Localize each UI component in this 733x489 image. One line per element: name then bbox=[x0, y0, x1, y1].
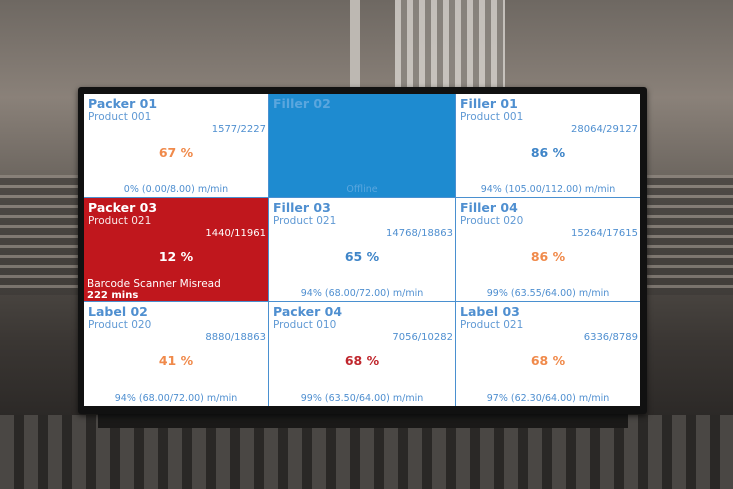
machine-tile-filler-03[interactable]: Filler 03 Product 021 14768/18863 65 % 94% (… bbox=[269, 198, 455, 301]
speed-readout: 99% (63.50/64.00) m/min bbox=[300, 393, 424, 404]
machine-tile-filler-01[interactable]: Filler 01 Product 001 28064/29127 86 % 94% (… bbox=[456, 94, 640, 197]
machine-tile-packer-03[interactable]: Packer 03 Product 021 1440/11961 12 % Barcod… bbox=[84, 198, 268, 301]
machine-name: Label 02 bbox=[88, 304, 148, 319]
alarm-duration: 222 mins bbox=[87, 290, 139, 301]
product-name: Product 021 bbox=[88, 215, 152, 227]
machine-tile-packer-01[interactable]: Packer 01 Product 001 1577/2227 67 % 0% (0.0… bbox=[84, 94, 268, 197]
product-name: Product 020 bbox=[460, 215, 524, 227]
efficiency-percent: 68 % bbox=[344, 353, 380, 368]
offline-status: Offline bbox=[346, 184, 378, 195]
machine-status-dashboard: Packer 01 Product 001 1577/2227 67 % 0% (0.0… bbox=[84, 94, 640, 406]
speed-readout: 94% (68.00/72.00) m/min bbox=[300, 288, 424, 299]
speed-readout: 99% (63.55/64.00) m/min bbox=[486, 288, 610, 299]
machine-name: Filler 01 bbox=[460, 96, 518, 111]
machine-name: Packer 03 bbox=[88, 200, 158, 215]
speed-readout: 97% (62.30/64.00) m/min bbox=[486, 393, 610, 404]
product-name: Product 021 bbox=[273, 215, 337, 227]
speed-readout: 94% (105.00/112.00) m/min bbox=[480, 184, 616, 195]
machine-name: Label 03 bbox=[460, 304, 520, 319]
ceiling-pole bbox=[350, 0, 360, 95]
machine-name: Packer 04 bbox=[273, 304, 343, 319]
product-name: Product 001 bbox=[460, 111, 524, 123]
machine-tile-label-02[interactable]: Label 02 Product 020 8880/18863 41 % 94% (68… bbox=[84, 302, 268, 406]
efficiency-percent: 12 % bbox=[158, 249, 194, 264]
ceiling-duct bbox=[395, 0, 505, 95]
efficiency-percent: 41 % bbox=[158, 353, 194, 368]
production-count: 1577/2227 bbox=[211, 124, 266, 135]
machine-tile-filler-04[interactable]: Filler 04 Product 020 15264/17615 86 % 99% (… bbox=[456, 198, 640, 301]
product-name: Product 020 bbox=[88, 319, 152, 331]
monitor-mount bbox=[98, 412, 628, 428]
machine-name: Filler 04 bbox=[460, 200, 518, 215]
efficiency-percent: 86 % bbox=[530, 249, 566, 264]
production-count: 28064/29127 bbox=[571, 124, 638, 135]
machine-tile-filler-02[interactable]: Filler 02 Offline bbox=[269, 94, 455, 197]
production-count: 6336/8789 bbox=[583, 332, 638, 343]
production-count: 7056/10282 bbox=[392, 332, 453, 343]
speed-readout: 94% (68.00/72.00) m/min bbox=[114, 393, 238, 404]
production-count: 8880/18863 bbox=[205, 332, 266, 343]
production-count: 14768/18863 bbox=[386, 228, 453, 239]
machine-name: Filler 02 bbox=[273, 96, 331, 111]
machine-name: Packer 01 bbox=[88, 96, 158, 111]
machine-tile-label-03[interactable]: Label 03 Product 021 6336/8789 68 % 97% (62.… bbox=[456, 302, 640, 406]
efficiency-percent: 68 % bbox=[530, 353, 566, 368]
efficiency-percent: 67 % bbox=[158, 145, 194, 160]
production-count: 15264/17615 bbox=[571, 228, 638, 239]
product-name: Product 010 bbox=[273, 319, 337, 331]
efficiency-percent: 86 % bbox=[530, 145, 566, 160]
speed-readout: 0% (0.00/8.00) m/min bbox=[123, 184, 229, 195]
product-name: Product 021 bbox=[460, 319, 524, 331]
machine-tile-packer-04[interactable]: Packer 04 Product 010 7056/10282 68 % 99% (6… bbox=[269, 302, 455, 406]
product-name: Product 001 bbox=[88, 111, 152, 123]
machine-name: Filler 03 bbox=[273, 200, 331, 215]
production-count: 1440/11961 bbox=[205, 228, 266, 239]
efficiency-percent: 65 % bbox=[344, 249, 380, 264]
alarm-message: Barcode Scanner Misread bbox=[87, 278, 221, 290]
